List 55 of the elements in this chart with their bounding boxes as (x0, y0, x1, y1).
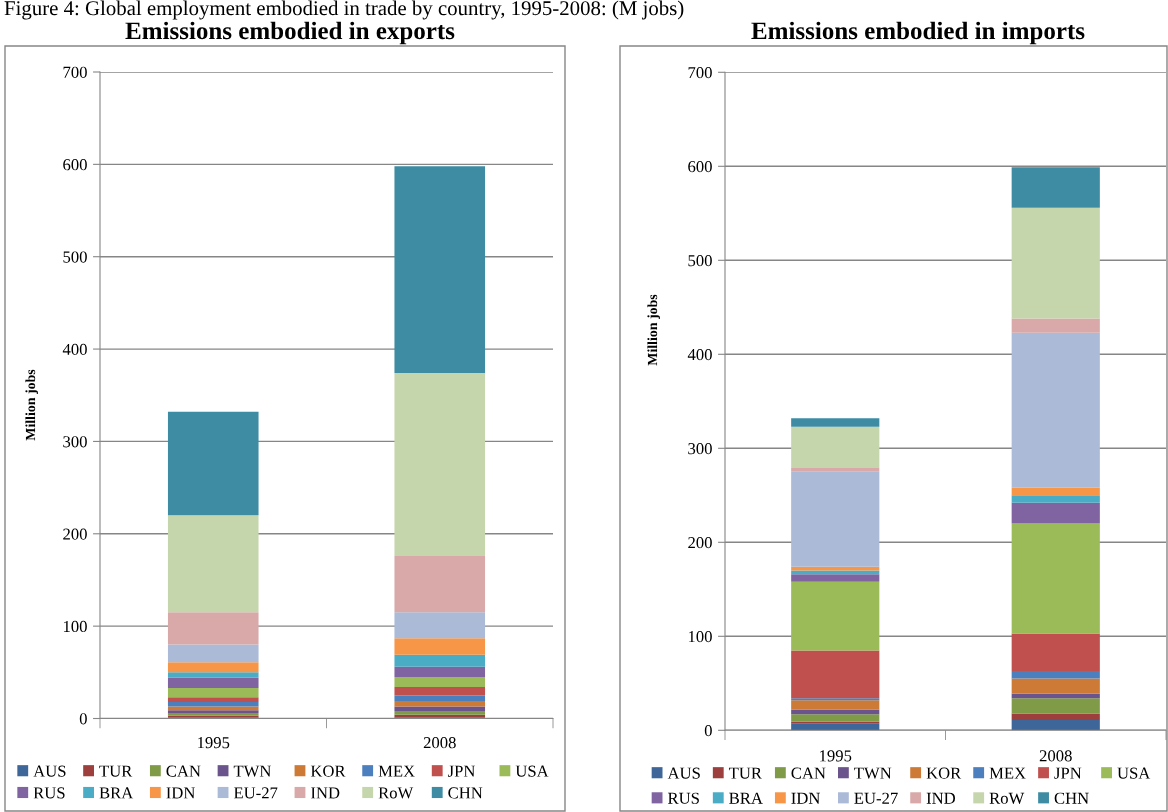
y-tick-label: 200 (688, 537, 712, 549)
legend-label: KOR (926, 767, 962, 779)
legend-label: BRA (729, 792, 763, 804)
y-axis-title: Million jobs (647, 294, 660, 366)
y-tick-label: 600 (63, 159, 87, 171)
x-tick-label: 1995 (820, 750, 852, 762)
legend-label: JPN (1054, 767, 1082, 779)
legend-label: IND (926, 792, 956, 804)
legend-label: TWN (854, 767, 892, 779)
chart-title: Emissions embodied in imports (751, 21, 1085, 45)
legend-label: AUS (667, 767, 700, 779)
legend-label: RoW (989, 792, 1025, 804)
legend-label: IDN (791, 792, 821, 804)
legend-label: CHN (448, 787, 483, 799)
y-tick-label: 600 (688, 161, 712, 173)
legend-label: IND (311, 787, 340, 799)
y-tick-label: 400 (62, 343, 87, 356)
legend-label: CAN (791, 767, 826, 779)
y-tick-label: 500 (63, 251, 87, 263)
legend-label: RoW (378, 787, 414, 799)
legend-label: TUR (99, 765, 133, 777)
legend-label: MEX (989, 767, 1026, 779)
caption: Figure 4: Global employment embodied in trade by country, 1995-2008: (M jobs) (4, 0, 684, 20)
x-tick-label: 2008 (423, 737, 456, 749)
y-tick-label: 300 (63, 436, 87, 448)
y-tick-label: 300 (688, 443, 712, 455)
legend-label: AUS (33, 765, 66, 777)
legend-label: TUR (728, 767, 762, 779)
y-tick-label: 500 (688, 255, 712, 267)
y-tick-label: 100 (63, 620, 87, 633)
legend-label: EU-27 (233, 787, 278, 799)
legend-label: USA (1117, 767, 1151, 779)
x-tick-label: 1995 (198, 737, 230, 749)
legend-label: CHN (1054, 792, 1089, 804)
legend-label: MEX (378, 765, 415, 777)
legend-label: BRA (99, 787, 134, 799)
legend-label: KOR (310, 765, 346, 777)
y-tick-label: 0 (704, 725, 712, 737)
legend-label: RUS (667, 792, 699, 804)
y-tick-label: 200 (63, 528, 87, 540)
x-tick-label: 2008 (1039, 750, 1072, 762)
chart-title: Emissions embodied in exports (125, 21, 455, 45)
y-tick-label: 700 (688, 67, 712, 79)
legend-label: TWN (233, 765, 272, 777)
y-axis-title: Million jobs (25, 369, 38, 441)
y-tick-label: 100 (688, 631, 712, 643)
legend-label: EU-27 (854, 792, 898, 804)
legend-label: USA (515, 765, 549, 777)
legend-label: JPN (447, 765, 476, 777)
y-tick-label: 0 (79, 713, 87, 725)
y-tick-label: 700 (63, 66, 87, 78)
legend-label: RUS (33, 787, 65, 799)
legend-label: IDN (166, 787, 196, 799)
legend-label: CAN (166, 765, 201, 777)
y-tick-label: 400 (687, 349, 712, 361)
